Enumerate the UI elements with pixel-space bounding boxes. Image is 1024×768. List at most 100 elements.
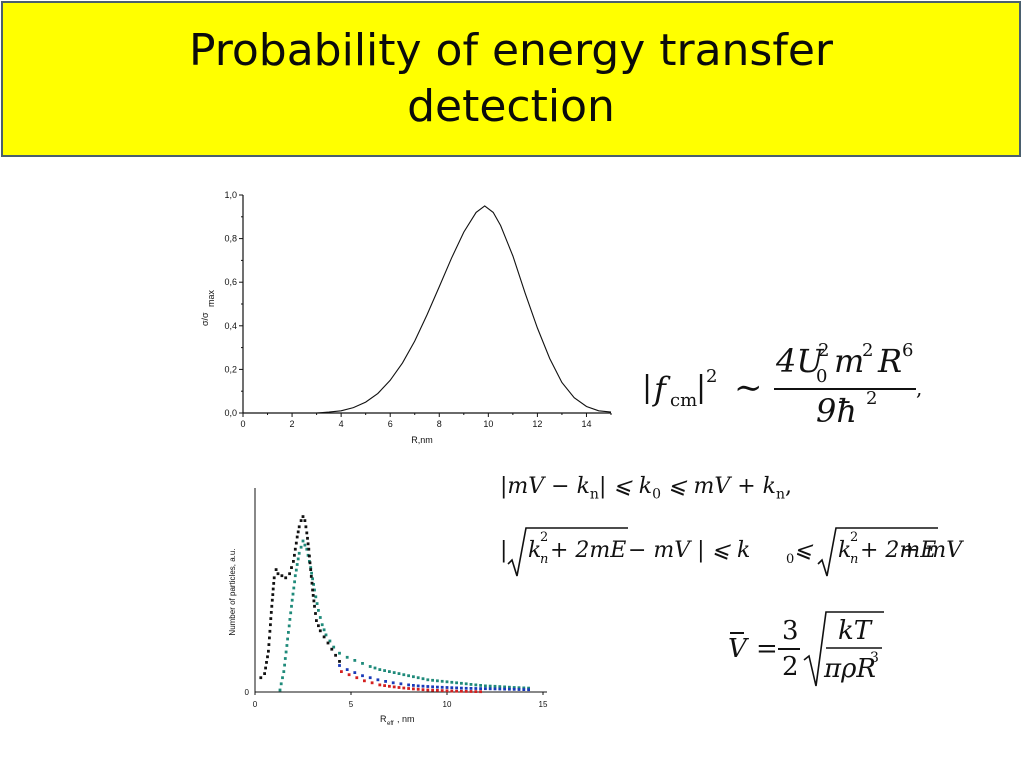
fcm-sup: 2 [706,366,718,387]
chart2-series-1-point [479,684,482,687]
chart1-x-tick-label: 12 [532,419,542,429]
chart2-series-0-point [322,635,326,639]
chart1-x-tick-label: 14 [581,419,591,429]
chart2-series-1-point [289,611,293,615]
chart2-series-1-point [407,674,410,678]
chart2-series-1-point [431,678,434,682]
chart1-x-tick-label: 10 [483,419,493,429]
slide-title: Probability of energy transfer detection [188,25,834,132]
chart1-y-label-sub: max [206,289,216,307]
chart2-series-0-point [311,588,314,592]
chart2-x-tick-label: 5 [349,700,354,709]
chart2-series-1-point [318,616,322,619]
chart2-series-1-point [378,668,382,671]
chart2-series-1-point [440,679,444,683]
chart2-series-3-point [464,690,468,693]
chart2-series-1-point [469,683,473,686]
chart2-series-0-point [311,594,315,597]
chart2-series-0-point [307,547,311,551]
chart2-series-3-point [355,676,359,680]
fcm-sub: cm [670,390,698,411]
chart2-series-0-point [318,629,322,633]
chart2-series-2-point [455,686,458,690]
chart2-series-3-point [479,690,482,694]
chart2-series-2-point [426,685,430,688]
chart2-series-2-point [503,687,506,691]
ineq1-part1: |mV − k [500,474,590,499]
chart2-series-1-point [522,686,526,690]
chart2-series-2-point [522,688,526,691]
chart1-x-tick-label: 0 [240,419,245,429]
chart2-series-1-point [279,682,283,686]
ineq1-part1-sub: n [589,486,599,503]
chart2-series-1-point [293,574,297,578]
chart1-y-tick-label: 0,6 [224,277,237,287]
chart2-series-1-point [324,633,328,637]
chart2-series-3-point [347,673,351,677]
chart2-series-0-point [263,672,266,675]
chart1-y-tick-label: 0,4 [224,321,237,331]
chart1-y-tick-label: 0,8 [224,234,237,244]
chart2-series-0-point [317,624,320,628]
chart2-series-3-point [370,681,374,685]
equation-inequality-1: |mV − kn| ⩽ k0 ⩽ mV + kn, [500,474,792,510]
chart2-series-1-point [283,657,287,660]
chart2-series-0-point [312,599,316,603]
chart2-series-0-point [269,623,272,627]
chart2-series-1-point [296,557,300,561]
chart2-series-0-point [294,541,298,545]
chart2-series-1-point [293,580,296,584]
chart2-series-2-point [384,680,387,683]
chart2-series-0-point [305,531,309,535]
chart2-series-1-point [503,685,506,689]
chart2-series-1-point [314,595,318,599]
chart2-y-label: Number of particles, a.u. [228,548,237,635]
chart2-series-1-point [416,676,420,680]
equation-fcm: | f cm | 2 ∼ 4U 0 2 m 2 R 6 9ħ 2 , [642,340,923,430]
chart2-series-1-point [297,551,301,555]
chart2-series-2-point [450,686,454,690]
chart2-series-2-point [484,687,487,691]
chart2-series-1-point [309,566,313,569]
chart2-series-0-point [330,647,334,651]
chart2-series-3-point [421,688,425,692]
chart2-series-0-point [268,629,272,633]
ineq2-mid2: ⩽ [794,538,813,563]
ineq2-root-k-sup: 2 [540,530,549,545]
chart2-series-0-point [280,574,284,578]
chart2-series-1-point [317,609,320,612]
chart2-x-label: R [380,714,387,724]
chart2-x-label-unit: , nm [397,714,415,724]
chart2-series-1-point [278,688,282,692]
chart2-series-1-point [294,568,298,572]
chart2-series-3-point [445,689,449,693]
ineq2-root2-k: k [838,538,852,563]
chart2-series-2-point [361,674,364,678]
chart2-series-2-point [391,681,395,685]
chart2-series-1-point [328,639,332,643]
chart2-series-0-point [293,547,297,551]
chart2-series-2-point [431,685,434,689]
chart2-series-0-point [269,617,273,620]
ineq2-root-k-sub: n [540,552,549,567]
chart2-series-2-point [512,687,516,691]
chart2-series-0-point [314,612,317,615]
fcm-num-r: R [878,342,903,380]
chart2-series-0-point [265,661,268,664]
chart2-series-1-point [493,684,497,688]
chart2-series-1-point [397,672,401,675]
ineq2-root-signs [507,527,938,577]
chart2-series-1-point [464,682,468,686]
chart1-y-label: σ/σ [200,312,210,326]
chart2-series-3-point [440,689,444,692]
fcm-den: 9ħ [816,392,857,430]
chart2-series-0-point [297,525,301,529]
chart2-series-2-point [338,664,341,667]
chart2-series-1-point [460,681,463,685]
ineq2-mid-sub: 0 [786,552,795,567]
chart2-series-3-point [363,679,366,683]
chart2-series-2-point [493,687,497,691]
chart2-series-3-point [340,670,343,673]
chart2-series-1-point [292,586,296,590]
ineq2-tail: + mV [900,538,963,563]
